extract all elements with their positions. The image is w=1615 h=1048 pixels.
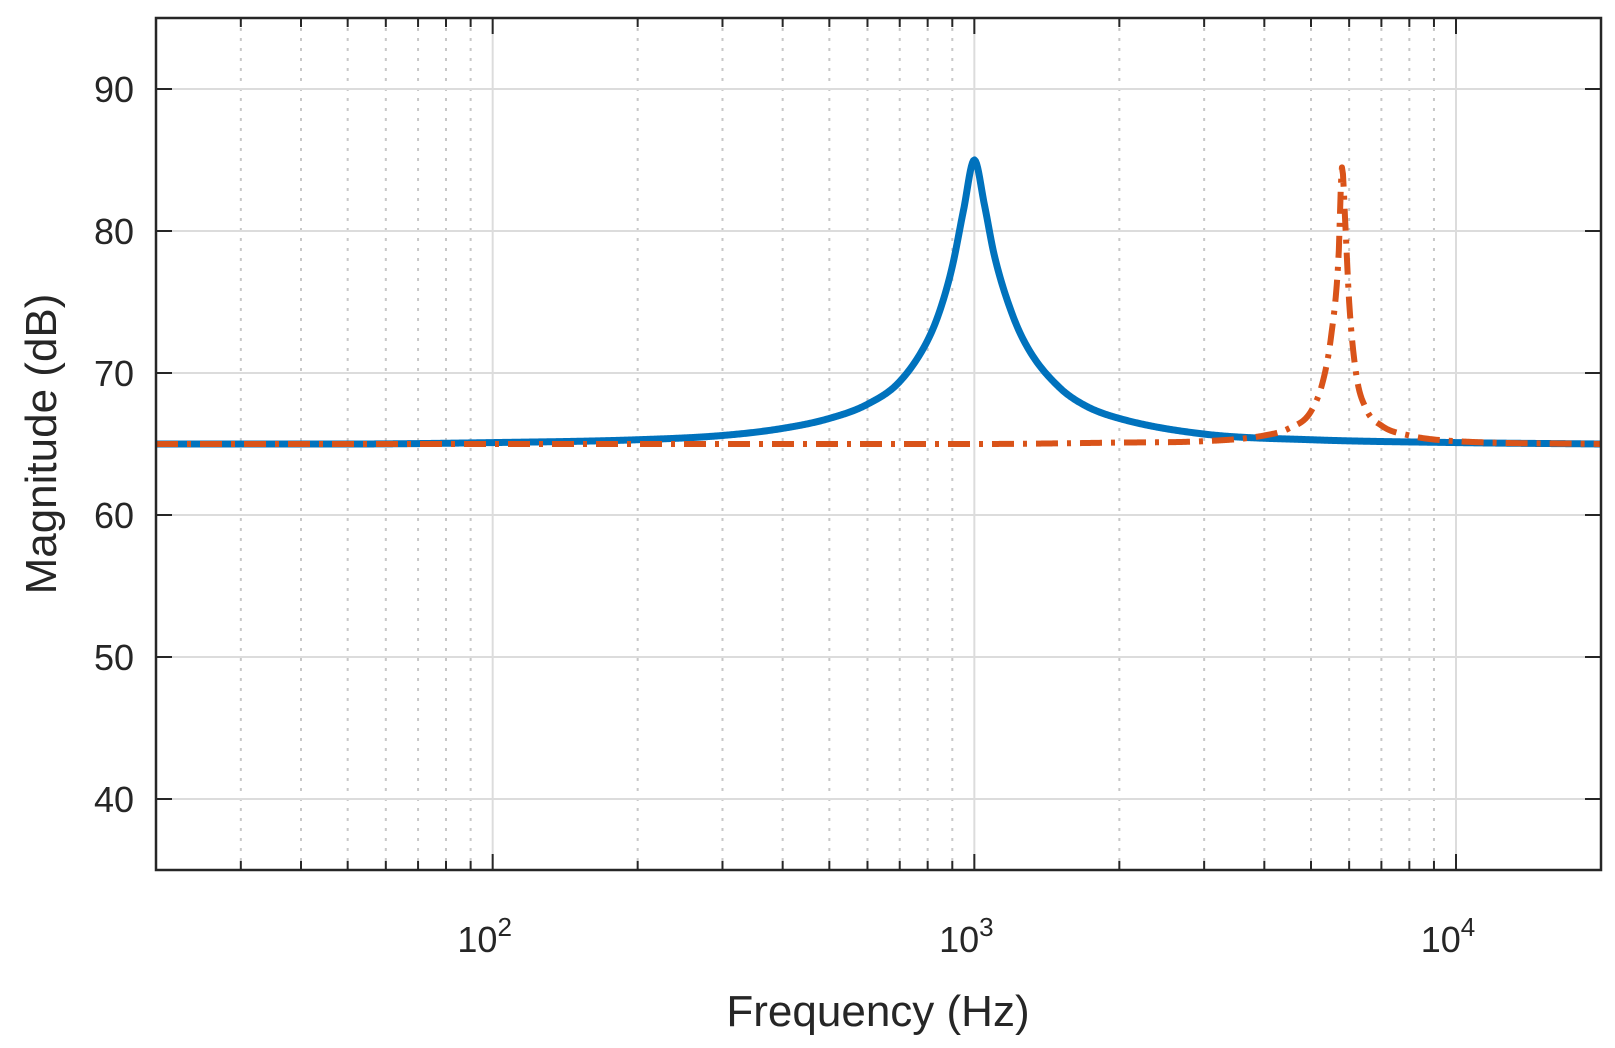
y-tick-label: 60 (94, 495, 134, 536)
x-tick-label-exponent: 3 (979, 912, 993, 942)
x-tick-label: 103 (939, 912, 994, 960)
x-tick-label: 104 (1421, 912, 1476, 960)
x-axis-title: Frequency (Hz) (726, 987, 1029, 1036)
plot-frame (154, 16, 1603, 872)
y-tick-label: 80 (94, 211, 134, 252)
x-tick-label-base: 10 (1421, 919, 1461, 960)
series-line-1 (153, 156, 1604, 448)
grid (156, 18, 1601, 870)
series-layer (153, 156, 1604, 448)
x-tick-label-exponent: 4 (1461, 912, 1475, 942)
y-tick-label: 40 (94, 779, 134, 820)
series-line-2 (154, 164, 1603, 447)
x-tick-label-base: 10 (457, 919, 497, 960)
x-tick-label-base: 10 (939, 919, 979, 960)
y-tick-label: 70 (94, 353, 134, 394)
y-tick-label: 90 (94, 69, 134, 110)
x-tick-label: 102 (457, 912, 512, 960)
y-axis-title: Magnitude (dB) (17, 294, 66, 595)
y-tick-label: 50 (94, 637, 134, 678)
x-tick-label-exponent: 2 (497, 912, 511, 942)
